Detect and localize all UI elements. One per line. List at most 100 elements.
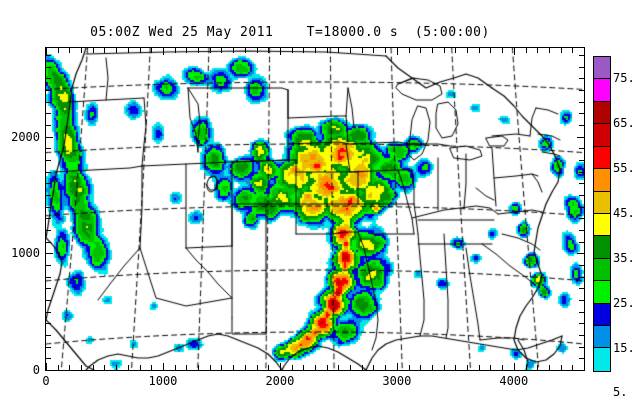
axis-tick	[579, 113, 584, 115]
axis-tick	[579, 358, 584, 360]
axis-tick	[233, 48, 235, 53]
axis-tick	[326, 48, 328, 53]
axis-tick	[443, 48, 445, 53]
axis-tick	[46, 253, 53, 255]
axis-tick	[69, 365, 71, 370]
y-axis-tick-label: 1000	[11, 246, 40, 261]
axis-tick	[46, 311, 51, 313]
axis-tick	[513, 363, 515, 370]
axis-tick	[233, 365, 235, 370]
axis-tick	[490, 48, 492, 53]
axis-tick	[291, 48, 293, 53]
axis-tick	[385, 48, 387, 53]
axis-tick	[560, 365, 562, 370]
axis-tick	[579, 195, 584, 196]
axis-tick	[221, 365, 223, 370]
colorbar-tick-label: 5.	[613, 385, 628, 400]
colorbar-swatch	[594, 124, 610, 147]
axis-tick	[46, 195, 51, 196]
axis-tick	[198, 365, 200, 370]
axis-tick	[104, 48, 106, 53]
axis-tick	[513, 48, 515, 55]
axis-tick	[537, 365, 539, 370]
axis-tick	[537, 48, 539, 53]
axis-tick	[46, 78, 51, 80]
axis-tick	[431, 365, 433, 370]
axis-tick	[46, 90, 51, 91]
axis-tick	[209, 48, 211, 53]
axis-tick	[577, 253, 584, 255]
axis-tick	[162, 363, 164, 370]
axis-tick	[502, 365, 504, 370]
axis-tick	[139, 365, 141, 370]
axis-tick	[57, 365, 59, 370]
axis-tick	[579, 171, 584, 173]
colorbar-tick-label: 15.	[613, 340, 635, 355]
colorbar-tick-label: 65.	[613, 116, 635, 131]
axis-tick	[69, 48, 71, 53]
axis-tick	[81, 365, 83, 370]
axis-tick	[579, 300, 584, 301]
axis-tick	[361, 365, 363, 370]
axis-tick	[525, 48, 527, 53]
axis-tick	[584, 48, 585, 53]
axis-tick	[408, 48, 410, 53]
axis-tick	[174, 48, 176, 53]
axis-tick	[579, 206, 584, 208]
axis-tick	[579, 78, 584, 80]
plot-area	[45, 47, 585, 371]
axis-tick	[162, 48, 164, 55]
axis-tick	[315, 48, 316, 53]
axis-tick	[268, 365, 270, 370]
axis-tick	[579, 66, 584, 68]
axis-tick	[151, 365, 153, 370]
colorbar-swatch	[594, 101, 610, 125]
colorbar-swatch	[594, 348, 610, 371]
axis-tick	[577, 136, 584, 138]
colorbar-tick-label: 45.	[613, 206, 635, 220]
axis-tick	[303, 365, 305, 370]
axis-tick	[279, 48, 281, 55]
axis-tick	[361, 48, 363, 53]
axis-tick	[244, 48, 246, 53]
axis-tick	[548, 48, 550, 53]
axis-tick	[579, 335, 584, 336]
axis-tick	[408, 365, 410, 370]
axis-tick	[420, 48, 422, 53]
axis-tick	[338, 365, 340, 370]
axis-tick	[279, 363, 281, 370]
colorbar-swatch	[594, 169, 610, 192]
axis-tick	[455, 365, 457, 370]
axis-tick	[584, 365, 585, 370]
axis-tick	[548, 365, 550, 370]
axis-tick	[46, 218, 51, 220]
colorbar	[593, 56, 611, 372]
axis-tick	[579, 230, 584, 231]
axis-tick	[455, 48, 457, 53]
axis-tick	[256, 365, 258, 370]
axis-tick	[221, 48, 223, 53]
axis-tick	[373, 365, 375, 370]
axis-tick	[186, 365, 188, 370]
axis-tick	[579, 311, 584, 313]
axis-tick	[577, 370, 584, 371]
axis-tick	[46, 101, 51, 103]
axis-tick	[46, 148, 51, 150]
colorbar-tick-label: 55.	[613, 161, 635, 176]
axis-tick	[579, 90, 584, 91]
axis-tick	[572, 48, 574, 53]
axis-tick	[350, 48, 352, 53]
colorbar-tick-label: 75.	[613, 71, 635, 86]
axis-tick	[579, 323, 584, 325]
axis-tick	[209, 365, 211, 370]
axis-tick	[579, 276, 584, 278]
axis-tick	[46, 160, 51, 161]
axis-tick	[46, 136, 53, 138]
axis-tick	[467, 365, 469, 370]
colorbar-swatch	[594, 213, 610, 237]
axis-tick	[139, 48, 141, 53]
axis-tick	[57, 48, 59, 53]
x-axis-tick-label: 0	[42, 374, 50, 388]
axis-tick	[431, 48, 433, 53]
axis-tick	[46, 265, 51, 266]
